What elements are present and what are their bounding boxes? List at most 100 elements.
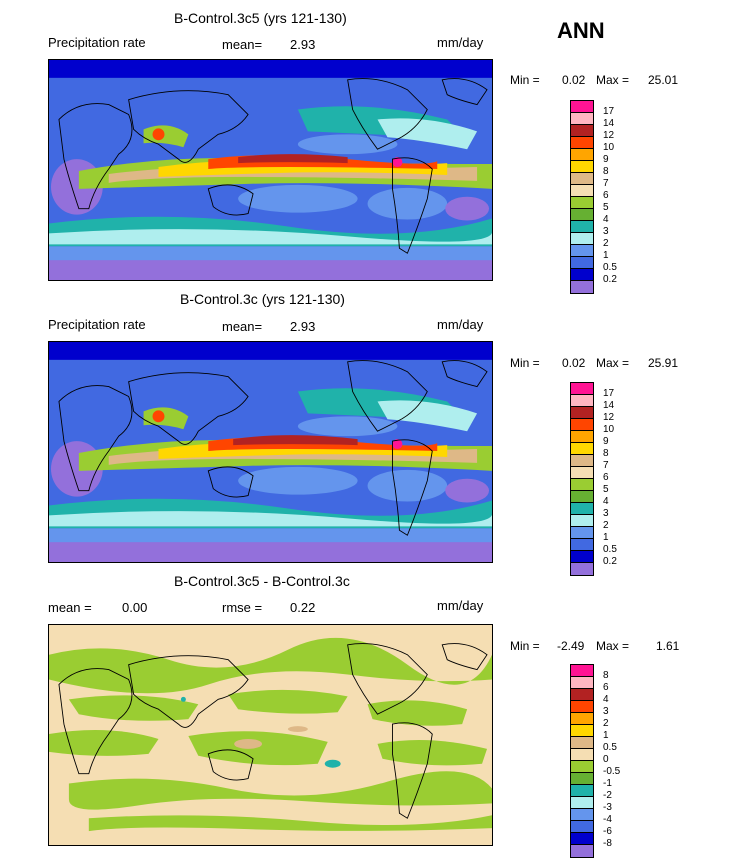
colorbar-swatch: [571, 395, 593, 407]
colorbar-swatch: [571, 431, 593, 443]
colorbar-swatch: [571, 527, 593, 539]
colorbar-swatch: [571, 773, 593, 785]
colorbar-level-label: 7: [603, 178, 609, 189]
colorbar-level-label: 6: [603, 472, 609, 483]
colorbar-swatch: [571, 491, 593, 503]
colorbar-swatch: [571, 383, 593, 395]
panel1-colorbar-labels: 17 14 12 10 9 8 7 6 5 4 3 2 1 0.5 0.2: [603, 106, 617, 286]
colorbar-level-label: 5: [603, 484, 609, 495]
colorbar-swatch: [571, 833, 593, 845]
colorbar-swatch: [571, 737, 593, 749]
colorbar-level-label: 4: [603, 496, 609, 507]
colorbar-swatch: [571, 197, 593, 209]
colorbar-level-label: 17: [603, 388, 615, 399]
panel3-rmse-label: rmse =: [222, 600, 263, 615]
colorbar-level-label: 4: [603, 214, 609, 225]
colorbar-level-label: 2: [603, 238, 609, 249]
colorbar-level-label: 3: [603, 706, 609, 717]
colorbar-level-label: 8: [603, 166, 609, 177]
colorbar-swatch: [571, 761, 593, 773]
colorbar-level-label: 6: [603, 682, 609, 693]
colorbar-level-label: -2: [603, 790, 612, 801]
colorbar-swatch: [571, 467, 593, 479]
colorbar-swatch: [571, 221, 593, 233]
panel1-map: [48, 59, 493, 281]
panel2-max-label: Max =: [596, 356, 630, 370]
colorbar-level-label: 3: [603, 226, 609, 237]
panel2-mean-label: mean=: [222, 319, 263, 334]
colorbar-swatch: [571, 245, 593, 257]
panel2-mean-value: 2.93: [290, 319, 316, 334]
panel3-map: [48, 624, 493, 846]
colorbar-level-label: 5: [603, 202, 609, 213]
panel2-title: B-Control.3c (yrs 121-130): [180, 291, 345, 307]
panel2-min-value: 0.02: [562, 356, 586, 370]
colorbar-swatch: [571, 233, 593, 245]
colorbar-level-label: 8: [603, 670, 609, 681]
panel3-colorbar: [570, 664, 594, 858]
colorbar-swatch: [571, 137, 593, 149]
colorbar-level-label: 12: [603, 412, 615, 423]
colorbar-level-label: 14: [603, 118, 615, 129]
panel2-map: [48, 341, 493, 563]
colorbar-swatch: [571, 809, 593, 821]
colorbar-level-label: 3: [603, 508, 609, 519]
colorbar-level-label: -6: [603, 826, 612, 837]
panel1-min-value: 0.02: [562, 73, 586, 87]
colorbar-level-label: 2: [603, 520, 609, 531]
colorbar-swatch: [571, 185, 593, 197]
panel1-max-label: Max =: [596, 73, 630, 87]
panel3-max-label: Max =: [596, 639, 630, 653]
colorbar-swatch: [571, 689, 593, 701]
colorbar-swatch: [571, 677, 593, 689]
colorbar-level-label: 0.5: [603, 742, 617, 753]
colorbar-swatch: [571, 443, 593, 455]
colorbar-level-label: 6: [603, 190, 609, 201]
colorbar-swatch: [571, 845, 593, 857]
colorbar-swatch: [571, 725, 593, 737]
colorbar-swatch: [571, 173, 593, 185]
colorbar-level-label: 10: [603, 142, 615, 153]
colorbar-swatch: [571, 665, 593, 677]
season-label: ANN: [557, 18, 605, 43]
colorbar-level-label: -0.5: [603, 766, 621, 777]
colorbar-level-label: 7: [603, 460, 609, 471]
panel1-mean-value: 2.93: [290, 37, 316, 52]
panel1-mean-label: mean=: [222, 37, 263, 52]
colorbar-level-label: 1: [603, 532, 609, 543]
colorbar-level-label: -3: [603, 802, 612, 813]
colorbar-level-label: 1: [603, 730, 609, 741]
panel2-colorbar-labels: 17 14 12 10 9 8 7 6 5 4 3 2 1 0.5 0.2: [603, 388, 617, 568]
colorbar-level-label: 0.2: [603, 556, 617, 567]
panel3-units: mm/day: [437, 598, 484, 613]
colorbar-swatch: [571, 419, 593, 431]
colorbar-swatch: [571, 563, 593, 575]
colorbar-swatch: [571, 113, 593, 125]
colorbar-swatch: [571, 161, 593, 173]
panel3-max-value: 1.61: [656, 639, 680, 653]
colorbar-swatch: [571, 539, 593, 551]
colorbar-level-label: -8: [603, 838, 612, 849]
panel3-min-value: -2.49: [557, 639, 585, 653]
colorbar-level-label: 0.2: [603, 274, 617, 285]
colorbar-level-label: -1: [603, 778, 612, 789]
colorbar-swatch: [571, 551, 593, 563]
colorbar-swatch: [571, 269, 593, 281]
colorbar-level-label: 0: [603, 754, 609, 765]
colorbar-level-label: 10: [603, 424, 615, 435]
colorbar-level-label: 0.5: [603, 544, 617, 555]
colorbar-swatch: [571, 257, 593, 269]
colorbar-level-label: 8: [603, 448, 609, 459]
colorbar-level-label: 12: [603, 130, 615, 141]
colorbar-swatch: [571, 503, 593, 515]
panel3-rmse-value: 0.22: [290, 600, 316, 615]
panel2-max-value: 25.91: [648, 356, 679, 370]
panel3-title: B-Control.3c5 - B-Control.3c: [174, 573, 350, 589]
colorbar-swatch: [571, 479, 593, 491]
colorbar-level-label: -4: [603, 814, 612, 825]
colorbar-swatch: [571, 701, 593, 713]
colorbar-swatch: [571, 407, 593, 419]
colorbar-level-label: 2: [603, 718, 609, 729]
colorbar-swatch: [571, 749, 593, 761]
panel1-units: mm/day: [437, 35, 484, 50]
